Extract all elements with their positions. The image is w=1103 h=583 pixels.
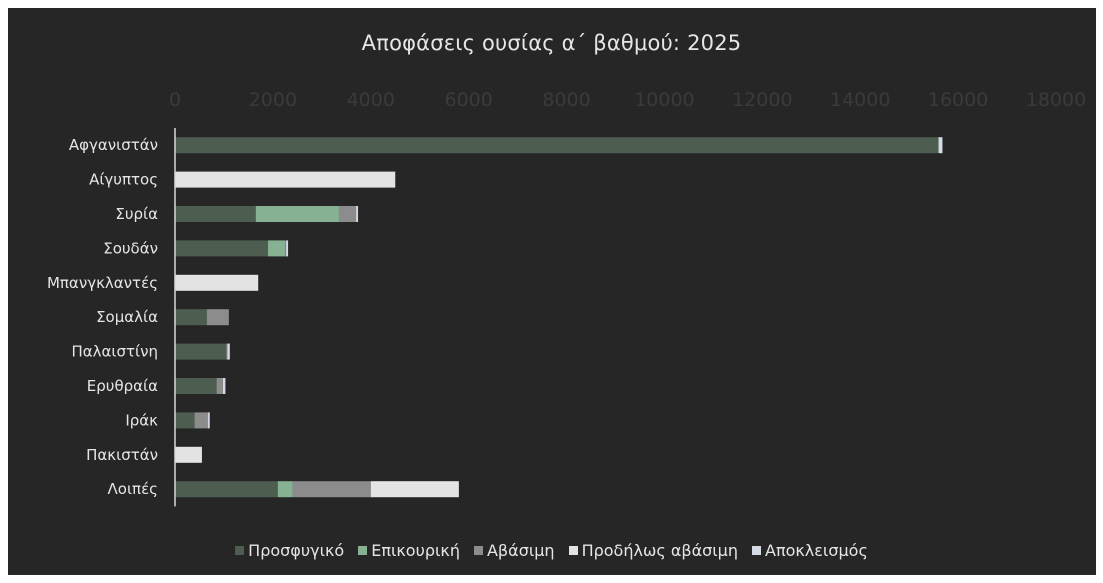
y-tick-label: Παλαιστίνη <box>71 343 158 361</box>
legend-item: Αποκλεισμός <box>752 541 868 560</box>
legend-item: Προδήλως αβάσιμη <box>568 541 738 560</box>
bar-segment <box>207 412 210 429</box>
bar-segment <box>277 481 293 498</box>
y-tick-label: Ερυθραία <box>87 377 158 395</box>
legend-item: Προσφυγικό <box>235 541 344 560</box>
x-tick-label: 8000 <box>542 89 590 111</box>
x-tick-label: 10000 <box>634 89 694 111</box>
legend-swatch <box>752 546 761 555</box>
legend-label: Προδήλως αβάσιμη <box>581 541 738 560</box>
legend-label: Προσφυγικό <box>248 541 345 560</box>
bar-segment <box>175 481 278 498</box>
y-tick-label: Μπανγκλαντές <box>47 274 158 292</box>
bar-segment <box>175 240 268 257</box>
legend-label: Αποκλεισμός <box>765 541 868 560</box>
bar-segment <box>255 206 339 222</box>
y-tick-label: Ιράκ <box>125 411 158 429</box>
legend-swatch <box>235 546 245 555</box>
bar-segment <box>370 481 459 498</box>
bar-segment <box>175 309 207 326</box>
y-tick-label: Σουδάν <box>103 239 158 257</box>
bar-segment <box>338 206 357 222</box>
bar-segment <box>175 137 939 154</box>
x-tick-label: 4000 <box>347 89 395 111</box>
legend-swatch <box>568 546 578 555</box>
bar-segment <box>194 412 208 429</box>
bar-segment <box>227 343 230 360</box>
x-tick-label: 2000 <box>249 89 297 111</box>
legend-swatch <box>358 546 368 555</box>
y-tick-label: Σομαλία <box>96 308 158 326</box>
bar-segment <box>226 343 228 360</box>
bar-segment <box>175 171 396 188</box>
y-tick-label: Λοιπές <box>108 480 158 498</box>
legend-label: Αβάσιμη <box>486 541 555 560</box>
bar-segment <box>285 240 287 257</box>
y-tick-label: Συρία <box>115 205 158 223</box>
bar-segment <box>175 274 259 291</box>
bar-segment <box>175 378 217 394</box>
y-tick-label: Αίγυπτος <box>89 171 158 189</box>
bar-segment <box>175 446 202 463</box>
y-tick-label: Πακιστάν <box>86 446 158 464</box>
chart-area <box>8 8 1096 575</box>
bar-segment <box>222 378 226 394</box>
bar-segment <box>286 240 289 257</box>
x-tick-label: 6000 <box>444 89 492 111</box>
legend-item: Αβάσιμη <box>473 541 555 560</box>
x-tick-label: 16000 <box>928 89 988 111</box>
legend-swatch <box>473 546 483 555</box>
bar-segment <box>938 137 943 154</box>
x-tick-label: 18000 <box>1026 89 1086 111</box>
bar-segment <box>175 206 256 222</box>
bar-segment <box>175 412 195 429</box>
bar-segment <box>206 309 229 326</box>
x-tick-label: 14000 <box>830 89 890 111</box>
bar-segment <box>175 343 227 360</box>
bar-segment <box>267 240 286 257</box>
legend-label: Επικουρική <box>371 541 460 560</box>
chart-legend: Προσφυγικό Επικουρική Αβάσιμη Προδήλως αβάσ… <box>0 541 1103 560</box>
x-tick-label: 0 <box>169 89 181 111</box>
bar-segment <box>356 206 359 222</box>
bar-segment <box>292 481 371 498</box>
y-tick-label: Αφγανιστάν <box>69 136 158 154</box>
chart-title: Αποφάσεις ουσίας α΄ βαθμού: 2025 <box>361 31 742 55</box>
x-tick-label: 12000 <box>732 89 792 111</box>
legend-item: Επικουρική <box>358 541 460 560</box>
bar-segment <box>216 378 223 394</box>
